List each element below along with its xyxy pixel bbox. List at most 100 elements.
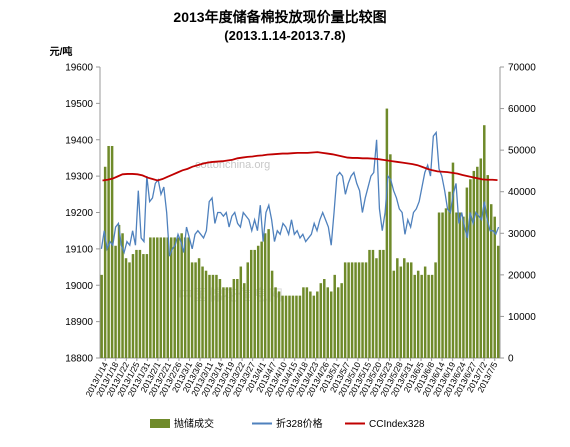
volume-bar bbox=[437, 212, 441, 358]
y-left-tick-label: 19300 bbox=[65, 172, 93, 183]
volume-bar bbox=[323, 279, 326, 358]
volume-bar bbox=[284, 295, 288, 358]
volume-bar bbox=[260, 241, 263, 358]
legend-swatch-volume bbox=[150, 419, 170, 428]
y-right-tick-label: 70000 bbox=[508, 63, 536, 74]
legend-label-price: 折328价格 bbox=[276, 417, 323, 430]
volume-bar bbox=[316, 291, 319, 358]
y-right-tick-label: 40000 bbox=[508, 187, 536, 198]
volume-bar bbox=[103, 166, 107, 358]
volume-bar bbox=[354, 262, 357, 358]
volume-bar bbox=[295, 295, 298, 358]
volume-bar bbox=[340, 283, 343, 358]
volume-bar bbox=[243, 283, 246, 358]
volume-bar bbox=[378, 249, 382, 358]
volume-bar bbox=[416, 270, 420, 358]
y-right-tick-label: 10000 bbox=[508, 312, 536, 323]
chart-title: 2013年度储备棉投放现价量比较图 bbox=[173, 9, 386, 25]
volume-bar bbox=[343, 262, 347, 358]
axes: 18800 18900 19000 19100 19200 19300 19400 19500… bbox=[65, 63, 536, 365]
volume-bar bbox=[329, 291, 333, 358]
volume-bar bbox=[430, 274, 434, 358]
volume-bar bbox=[368, 249, 371, 358]
volume-bar bbox=[197, 258, 201, 358]
volume-bar bbox=[291, 295, 295, 358]
volume-bar bbox=[326, 287, 329, 358]
volume-bar bbox=[493, 216, 496, 358]
y-right-tick-label: 0 bbox=[508, 354, 514, 365]
volume-bar bbox=[476, 166, 479, 358]
price-line bbox=[100, 130, 500, 257]
volume-bar bbox=[194, 262, 197, 358]
y-left-tick-label: 19600 bbox=[65, 63, 93, 74]
volume-bar bbox=[145, 254, 149, 358]
volume-bar bbox=[246, 262, 249, 358]
x-axis-labels: 2013/1/142013/1/182013/1/222013/1/252013… bbox=[83, 358, 500, 398]
volume-bar bbox=[128, 262, 131, 358]
legend-label-volume: 抛储成交 bbox=[174, 417, 214, 430]
volume-bar bbox=[455, 212, 458, 358]
y-left-tick-label: 19200 bbox=[65, 208, 93, 219]
volume-bar bbox=[218, 279, 222, 358]
volume-bar bbox=[389, 154, 392, 358]
volume-bar bbox=[256, 245, 260, 358]
y-left-tick-label: 19100 bbox=[65, 244, 93, 255]
volume-bar bbox=[201, 266, 204, 358]
volume-bar bbox=[166, 237, 169, 358]
volume-bar bbox=[496, 245, 500, 358]
volume-bar bbox=[350, 262, 354, 358]
volume-bar bbox=[409, 262, 413, 358]
volume-bar bbox=[131, 254, 135, 358]
watermark: cottonchina.org bbox=[195, 159, 270, 171]
volume-bar bbox=[183, 237, 187, 358]
volume-bar bbox=[333, 274, 336, 358]
index-line bbox=[102, 151, 498, 182]
volume-bar bbox=[274, 287, 277, 358]
watermark-layer: cottonchina.org 中国棉花信息网 bbox=[178, 159, 283, 304]
volume-bar bbox=[215, 274, 218, 358]
volume-bar bbox=[486, 175, 489, 358]
volume-bar bbox=[427, 274, 430, 358]
volume-bar bbox=[117, 224, 121, 358]
volume-bar bbox=[187, 237, 190, 358]
volume-bar bbox=[208, 274, 211, 358]
y-left-tick-label: 18800 bbox=[65, 354, 93, 365]
volume-bar bbox=[152, 237, 156, 358]
volume-bar bbox=[305, 287, 309, 358]
volume-bar bbox=[336, 287, 340, 358]
volume-bar bbox=[312, 295, 316, 358]
volume-bar bbox=[441, 212, 444, 358]
chart-subtitle: (2013.1.14-2013.7.8) bbox=[224, 28, 345, 43]
volume-bar bbox=[138, 249, 142, 358]
volume-bar bbox=[163, 237, 166, 358]
volume-bar bbox=[403, 258, 406, 358]
volume-bar bbox=[124, 258, 128, 358]
y-left-tick-label: 19400 bbox=[65, 135, 93, 146]
volume-bar bbox=[420, 274, 423, 358]
volume-bar bbox=[465, 187, 469, 358]
y-left-tick-label: 18900 bbox=[65, 317, 93, 328]
volume-bar bbox=[462, 216, 465, 358]
lines-series bbox=[100, 130, 500, 257]
volume-bar bbox=[302, 287, 305, 358]
volume-bar bbox=[423, 266, 427, 358]
volume-bar bbox=[204, 270, 208, 358]
volume-bar bbox=[229, 287, 232, 358]
volume-bar bbox=[357, 262, 361, 358]
volume-bar bbox=[173, 237, 176, 358]
volume-bar bbox=[375, 258, 378, 358]
volume-bar bbox=[190, 262, 194, 358]
volume-bar bbox=[479, 158, 483, 358]
volume-bar bbox=[364, 262, 368, 358]
y-right-tick-label: 20000 bbox=[508, 270, 536, 281]
volume-bar bbox=[347, 262, 350, 358]
volume-bar bbox=[249, 249, 253, 358]
volume-bar bbox=[180, 233, 183, 358]
volume-bar bbox=[225, 287, 229, 358]
volume-bar bbox=[107, 145, 110, 358]
volume-bar bbox=[135, 249, 138, 358]
volume-bar bbox=[121, 233, 124, 358]
y-left-tick-label: 19500 bbox=[65, 99, 93, 110]
legend: 抛储成交 折328价格 CCIndex328 bbox=[150, 417, 425, 430]
